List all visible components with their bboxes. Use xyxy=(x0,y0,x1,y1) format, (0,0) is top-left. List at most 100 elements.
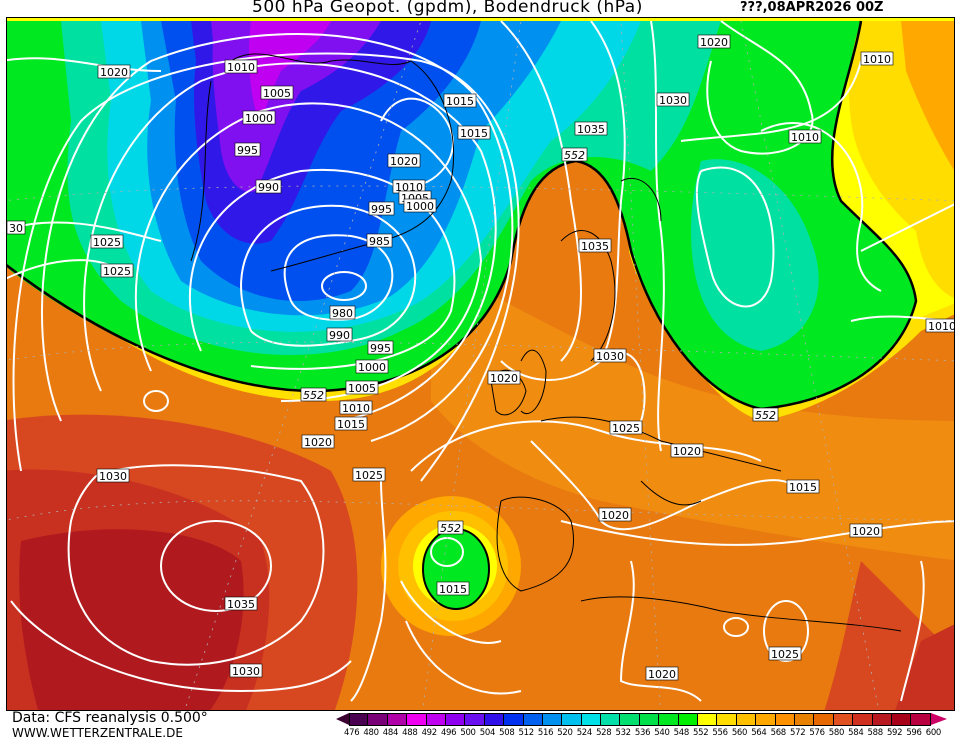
legend-swatch xyxy=(426,713,446,726)
isobar-label: 1035 xyxy=(224,596,258,611)
legend-tick: 596 xyxy=(906,728,922,738)
legend-tick: 560 xyxy=(731,728,748,738)
isobar-label: 1010 xyxy=(339,400,373,415)
isobar-label: 1030 xyxy=(593,348,627,363)
legend-color-bar xyxy=(349,713,931,726)
legend-tick: 492 xyxy=(421,728,438,738)
isobar-label: 1010 xyxy=(788,129,822,144)
weather-map: 1020 1010 1005 1000 995 990 30 1025 1025 1015 1015… xyxy=(6,17,955,711)
geopotential-label: 552 xyxy=(561,147,588,162)
svg-text:552: 552 xyxy=(440,522,461,535)
isobar-label: 1000 xyxy=(355,359,389,374)
svg-text:1015: 1015 xyxy=(460,127,488,140)
isobar-label: 990 xyxy=(326,327,353,342)
svg-text:1000: 1000 xyxy=(245,112,273,125)
legend-tick: 504 xyxy=(479,728,496,738)
legend-tick: 532 xyxy=(615,728,631,738)
svg-text:1020: 1020 xyxy=(852,525,880,538)
isobar-label: 1005 xyxy=(260,85,294,100)
legend-tick: 488 xyxy=(402,728,418,738)
legend-tick: 512 xyxy=(518,728,535,738)
legend-swatch xyxy=(794,713,815,726)
svg-text:1035: 1035 xyxy=(227,598,255,611)
svg-text:1030: 1030 xyxy=(232,665,260,678)
legend-swatch xyxy=(542,713,563,726)
legend-swatch xyxy=(775,713,795,726)
legend-tick: 568 xyxy=(770,728,787,738)
legend-tick: 564 xyxy=(751,728,767,738)
isobar-label: 1030 xyxy=(229,663,263,678)
legend-tick: 496 xyxy=(440,728,457,738)
svg-text:1025: 1025 xyxy=(93,236,121,249)
map-canvas: 1020 1010 1005 1000 995 990 30 1025 1025 1015 1015… xyxy=(7,18,954,710)
legend-swatch xyxy=(698,713,718,726)
isobar-label: 1010 xyxy=(925,318,954,333)
svg-text:1010: 1010 xyxy=(863,53,891,66)
svg-text:1015: 1015 xyxy=(337,418,365,431)
isobar-label: 1030 xyxy=(656,92,690,107)
svg-text:1015: 1015 xyxy=(789,481,817,494)
isobar-label: 1020 xyxy=(487,370,521,385)
legend-tick: 580 xyxy=(828,728,845,738)
svg-text:985: 985 xyxy=(369,235,390,248)
legend-swatch xyxy=(911,713,931,726)
isobar-label: 1025 xyxy=(100,263,134,278)
legend-swatch xyxy=(445,713,466,726)
svg-text:1030: 1030 xyxy=(659,94,687,107)
svg-text:1020: 1020 xyxy=(648,668,676,681)
svg-text:1005: 1005 xyxy=(348,382,376,395)
legend-swatch xyxy=(736,713,757,726)
svg-text:1000: 1000 xyxy=(358,361,386,374)
svg-text:990: 990 xyxy=(329,329,350,342)
legend-low-arrow xyxy=(336,713,349,725)
svg-text:1025: 1025 xyxy=(771,648,799,661)
svg-text:30: 30 xyxy=(9,222,23,235)
legend-tick: 552 xyxy=(693,728,709,738)
isobar-label: 1020 xyxy=(598,507,632,522)
svg-text:1030: 1030 xyxy=(99,470,127,483)
legend-swatch xyxy=(368,713,388,726)
svg-text:990: 990 xyxy=(258,181,279,194)
svg-text:1035: 1035 xyxy=(577,123,605,136)
isobar-label: 980 xyxy=(329,305,356,320)
svg-text:552: 552 xyxy=(755,409,776,422)
legend-tick: 480 xyxy=(363,728,379,738)
svg-text:1020: 1020 xyxy=(601,509,629,522)
svg-text:1025: 1025 xyxy=(103,265,131,278)
legend-tick: 576 xyxy=(809,728,825,738)
svg-text:1020: 1020 xyxy=(100,66,128,79)
isobar-label: 1020 xyxy=(670,443,704,458)
legend-tick: 500 xyxy=(460,728,476,738)
legend-tick-labels: 476 480 484 488 492 496 500 504 508 512 516 520 524 5… xyxy=(344,728,945,738)
legend-tick: 588 xyxy=(867,728,884,738)
svg-text:980: 980 xyxy=(332,307,353,320)
valid-time: ???,08APR2026 00Z xyxy=(740,0,884,15)
isobar-label: 995 xyxy=(367,340,394,355)
isobar-label: 1035 xyxy=(574,121,608,136)
legend-tick: 572 xyxy=(789,728,806,738)
legend-tick: 536 xyxy=(634,728,651,738)
svg-text:995: 995 xyxy=(237,144,258,157)
legend-swatch xyxy=(387,713,408,726)
isobar-label: 1030 xyxy=(96,468,130,483)
isobar-label: 1015 xyxy=(334,416,368,431)
legend-tick: 556 xyxy=(712,728,728,738)
svg-text:1005: 1005 xyxy=(263,87,291,100)
isobar-label: 30 xyxy=(7,220,26,235)
svg-text:995: 995 xyxy=(371,203,392,216)
svg-text:1020: 1020 xyxy=(673,445,701,458)
legend-swatch xyxy=(756,713,776,726)
legend-swatch xyxy=(349,713,369,726)
isobar-label: 1020 xyxy=(301,434,335,449)
legend-tick: 516 xyxy=(537,728,554,738)
isobar-label: 1010 xyxy=(224,59,258,74)
isobar-label: 1020 xyxy=(97,64,131,79)
isobar-label: 1025 xyxy=(768,646,802,661)
isobar-label: 1035 xyxy=(578,238,612,253)
legend-tick: 524 xyxy=(576,728,593,738)
legend-swatch xyxy=(484,713,505,726)
isobar-label: 1020 xyxy=(849,523,883,538)
data-source-label: Data: CFS reanalysis 0.500° xyxy=(12,710,208,726)
svg-text:1000: 1000 xyxy=(406,200,434,213)
legend-tick: 600 xyxy=(925,728,942,738)
